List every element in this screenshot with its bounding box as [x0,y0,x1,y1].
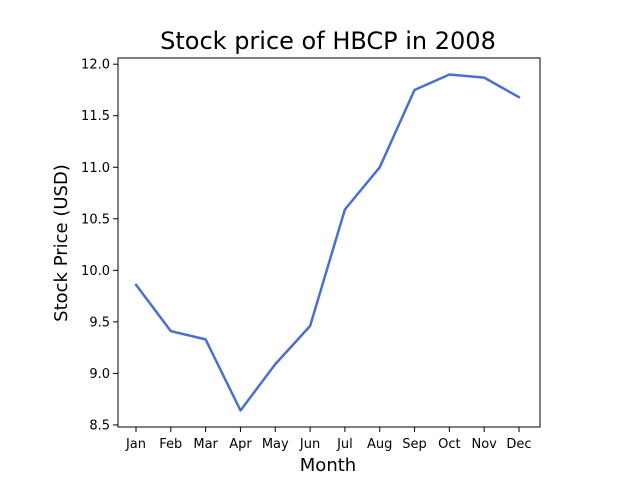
y-tick-label: 9.0 [89,367,110,382]
x-axis: Jan Feb Mar Apr May Jun Jul Aug Sep Oct Nov Dec [125,427,532,452]
x-tick-label: Dec [506,437,531,452]
y-tick-label: 11.5 [81,109,110,124]
x-axis-label: Month [300,455,356,476]
y-axis: 8.5 9.0 9.5 10.0 10.5 11.0 11.5 12.0 [81,58,118,433]
y-axis-label: Stock Price (USD) [51,164,72,322]
x-tick-label: Oct [438,437,460,452]
y-tick-label: 11.0 [81,161,110,176]
y-tick-label: 10.5 [81,212,110,227]
y-tick-label: 8.5 [89,418,110,433]
chart-title: Stock price of HBCP in 2008 [160,27,496,55]
x-tick-label: Jan [125,437,146,452]
x-tick-label: Mar [193,437,218,452]
x-tick-label: Sep [402,437,427,452]
x-tick-label: Jun [299,437,320,452]
y-tick-label: 9.5 [89,315,110,330]
series-line [134,73,521,412]
x-tick-label: Jul [336,437,353,452]
y-tick-label: 10.0 [81,264,110,279]
x-tick-label: May [262,437,289,452]
x-tick-label: Apr [229,437,252,452]
y-tick-label: 12.0 [81,58,110,73]
plot-frame [117,57,541,428]
x-tick-label: Feb [159,437,182,452]
x-tick-label: Aug [367,437,392,452]
x-tick-label: Nov [471,437,497,452]
